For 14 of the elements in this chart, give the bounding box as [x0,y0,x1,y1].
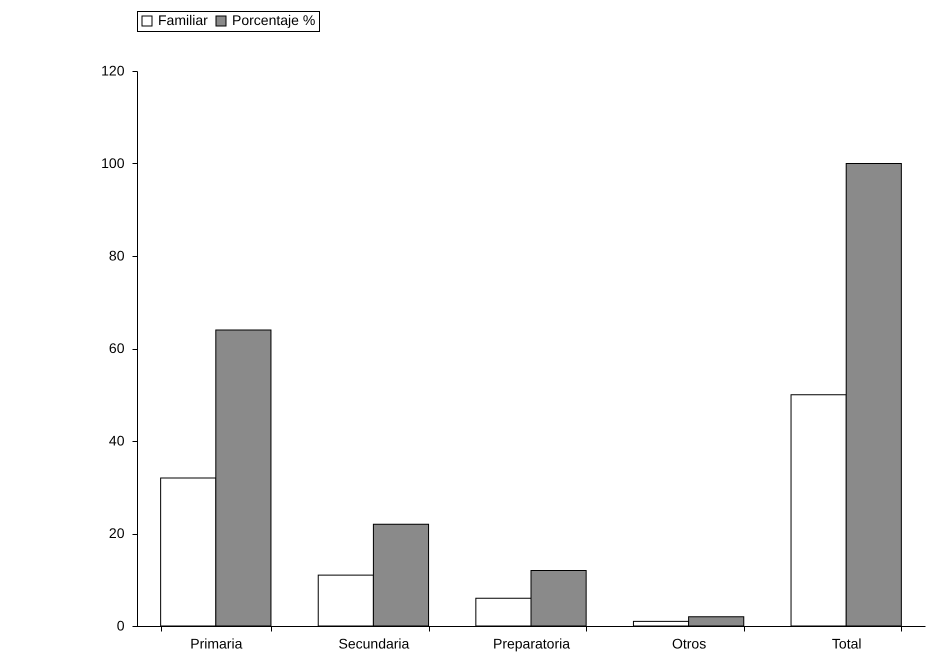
y-tick-label: 0 [116,618,125,634]
x-tick-label: Otros [672,636,706,652]
y-tick-label: 100 [101,155,125,171]
x-tick-label: Preparatoria [492,636,570,652]
y-tick-label: 120 [101,62,125,78]
y-tick-label: 60 [108,340,125,356]
y-tick-label: 40 [108,432,125,448]
legend-label: Porcentaje % [232,12,316,28]
x-tick-label: Secundaria [338,636,410,652]
x-tick-label: Primaria [190,636,243,652]
y-tick-label: 20 [108,525,125,541]
x-tick-label: Total [832,636,862,652]
y-tick-label: 80 [108,248,125,264]
legend-label: Familiar [158,12,208,28]
